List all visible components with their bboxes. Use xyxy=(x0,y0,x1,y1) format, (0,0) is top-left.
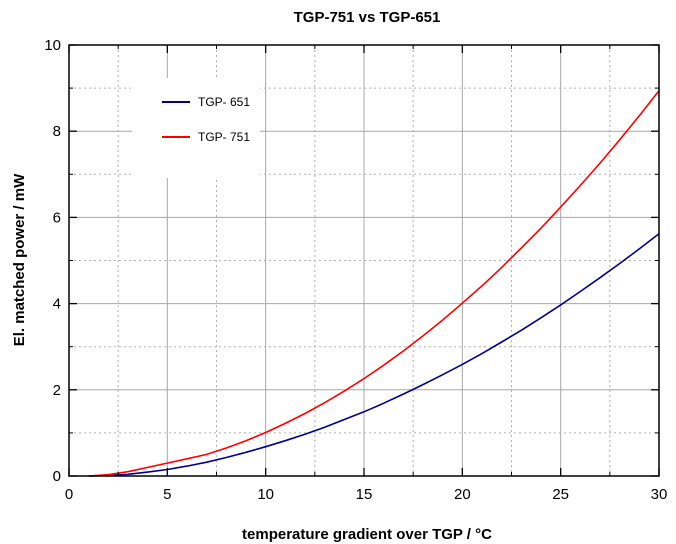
y-tick-label: 6 xyxy=(53,209,61,226)
y-tick-label: 10 xyxy=(44,37,61,54)
series-line-tgp-751 xyxy=(88,90,660,477)
x-axis-label: temperature gradient over TGP / °C xyxy=(242,526,492,543)
axes: 0 5 10 15 20 25 30 0 2 4 6 8 10 xyxy=(44,37,667,503)
legend: TGP- 651 TGP- 751 xyxy=(132,78,260,178)
grid xyxy=(69,45,659,476)
legend-label-tgp-651: TGP- 651 xyxy=(198,95,250,109)
x-tick-label: 5 xyxy=(163,486,171,503)
x-tick-label: 0 xyxy=(65,486,73,503)
y-axis-label: El. matched power / mW xyxy=(11,173,28,346)
x-tick-label: 15 xyxy=(356,486,373,503)
series-layer xyxy=(88,90,660,477)
y-tick-label: 8 xyxy=(53,123,61,140)
x-tick-label: 10 xyxy=(257,486,274,503)
x-tick-label: 30 xyxy=(651,486,668,503)
x-tick-label: 25 xyxy=(552,486,569,503)
series-line-tgp-651 xyxy=(88,233,660,477)
legend-box xyxy=(132,78,260,178)
legend-label-tgp-751: TGP- 751 xyxy=(198,130,250,144)
x-tick-label: 20 xyxy=(454,486,471,503)
chart-title: TGP-751 vs TGP-651 xyxy=(294,9,441,26)
y-tick-label: 2 xyxy=(53,382,61,399)
y-tick-label: 0 xyxy=(53,468,61,485)
y-tick-label: 4 xyxy=(53,296,61,313)
